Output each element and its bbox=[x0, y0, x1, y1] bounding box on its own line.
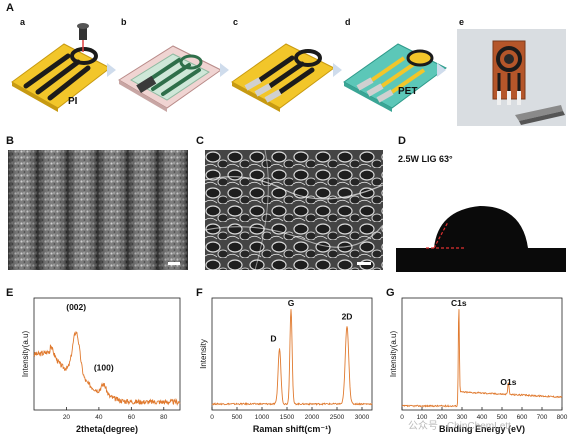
peak-label: C1s bbox=[451, 298, 467, 308]
panel-label-c: C bbox=[196, 135, 204, 147]
xps-chart: 0 100 200 300 400 500 600 700 800 Binding Energy … bbox=[389, 297, 568, 434]
x-tick-label: 0 bbox=[400, 414, 404, 421]
x-tick-label: 100 bbox=[417, 414, 428, 421]
spectrum-line bbox=[33, 331, 181, 407]
sem-image-c bbox=[205, 150, 383, 270]
spectrum-line bbox=[211, 309, 373, 406]
step-label-b: b bbox=[121, 17, 127, 27]
scale-bar bbox=[357, 262, 371, 265]
x-tick-label: 500 bbox=[232, 414, 243, 421]
plot-frame bbox=[33, 297, 181, 411]
laser-head-icon bbox=[79, 26, 87, 40]
scale-bar bbox=[168, 262, 180, 265]
x-axis-label: Binding Energy (eV) bbox=[439, 424, 525, 434]
x-axis-label: 2theta(degree) bbox=[76, 424, 138, 434]
x-tick-label: 20 bbox=[63, 414, 71, 421]
x-axis-label: Raman shift(cm⁻¹) bbox=[253, 424, 331, 434]
panel-label-g: G bbox=[386, 287, 395, 299]
x-tick-label: 400 bbox=[477, 414, 488, 421]
peak-label: O1s bbox=[500, 377, 516, 387]
water-droplet bbox=[434, 206, 528, 248]
peak-label: (002) bbox=[66, 302, 86, 312]
x-tick-label: 800 bbox=[557, 414, 568, 421]
step-label-a: a bbox=[20, 17, 26, 27]
panel-label-f: F bbox=[196, 287, 203, 299]
device-photo bbox=[457, 29, 566, 126]
panel-label-e: E bbox=[6, 287, 14, 299]
peak-label: D bbox=[270, 333, 276, 343]
schematic-step-d bbox=[343, 43, 447, 112]
pi-label: PI bbox=[68, 96, 78, 107]
xrd-chart: 20 40 60 80 2theta(degree) Intensity(a.u) (002… bbox=[21, 297, 181, 434]
x-tick-label: 60 bbox=[128, 414, 136, 421]
arrow-icon bbox=[107, 63, 116, 77]
schematic-step-c bbox=[231, 43, 335, 112]
x-tick-label: 3000 bbox=[355, 414, 370, 421]
x-tick-label: 600 bbox=[517, 414, 528, 421]
x-tick-label: 1500 bbox=[280, 414, 295, 421]
step-label-d: d bbox=[345, 17, 351, 27]
x-tick-label: 2000 bbox=[305, 414, 320, 421]
arrow-icon bbox=[437, 63, 446, 77]
schematic-step-a bbox=[11, 23, 111, 112]
panel-label-a: A bbox=[6, 2, 14, 14]
y-axis-label: Intensity(a.u) bbox=[21, 331, 30, 378]
x-tick-label: 1000 bbox=[255, 414, 270, 421]
contact-angle-label: 2.5W LIG 63° bbox=[398, 154, 453, 164]
step-label-e: e bbox=[459, 17, 465, 27]
sem-image-b bbox=[8, 150, 188, 270]
x-tick-label: 500 bbox=[497, 414, 508, 421]
raman-chart: 0 500 1000 1500 2000 2500 3000 Raman shift(cm⁻¹… bbox=[199, 297, 373, 434]
peak-label: G bbox=[288, 298, 295, 308]
peak-label: (100) bbox=[94, 363, 114, 373]
pet-label: PET bbox=[398, 86, 418, 97]
arrow-icon bbox=[220, 63, 229, 77]
x-tick-label: 300 bbox=[457, 414, 468, 421]
x-tick-label: 80 bbox=[160, 414, 168, 421]
step-label-c: c bbox=[233, 17, 239, 27]
x-tick-label: 2500 bbox=[330, 414, 345, 421]
panel-label-b: B bbox=[6, 135, 14, 147]
x-tick-label: 0 bbox=[210, 414, 214, 421]
watermark: 公众号 · ChinChemLett bbox=[408, 421, 511, 432]
x-tick-label: 200 bbox=[437, 414, 448, 421]
y-axis-label: Intensity(a.u) bbox=[389, 331, 398, 378]
panel-label-d: D bbox=[398, 135, 406, 147]
peak-label: 2D bbox=[342, 311, 353, 321]
arrow-icon bbox=[333, 63, 342, 77]
schematic-step-b bbox=[118, 45, 222, 112]
plot-frame bbox=[211, 297, 373, 411]
x-tick-label: 40 bbox=[95, 414, 103, 421]
x-tick-label: 700 bbox=[537, 414, 548, 421]
spectrum-line bbox=[401, 309, 563, 408]
contact-angle-image bbox=[396, 170, 566, 272]
y-axis-label: Intensity bbox=[199, 339, 208, 369]
